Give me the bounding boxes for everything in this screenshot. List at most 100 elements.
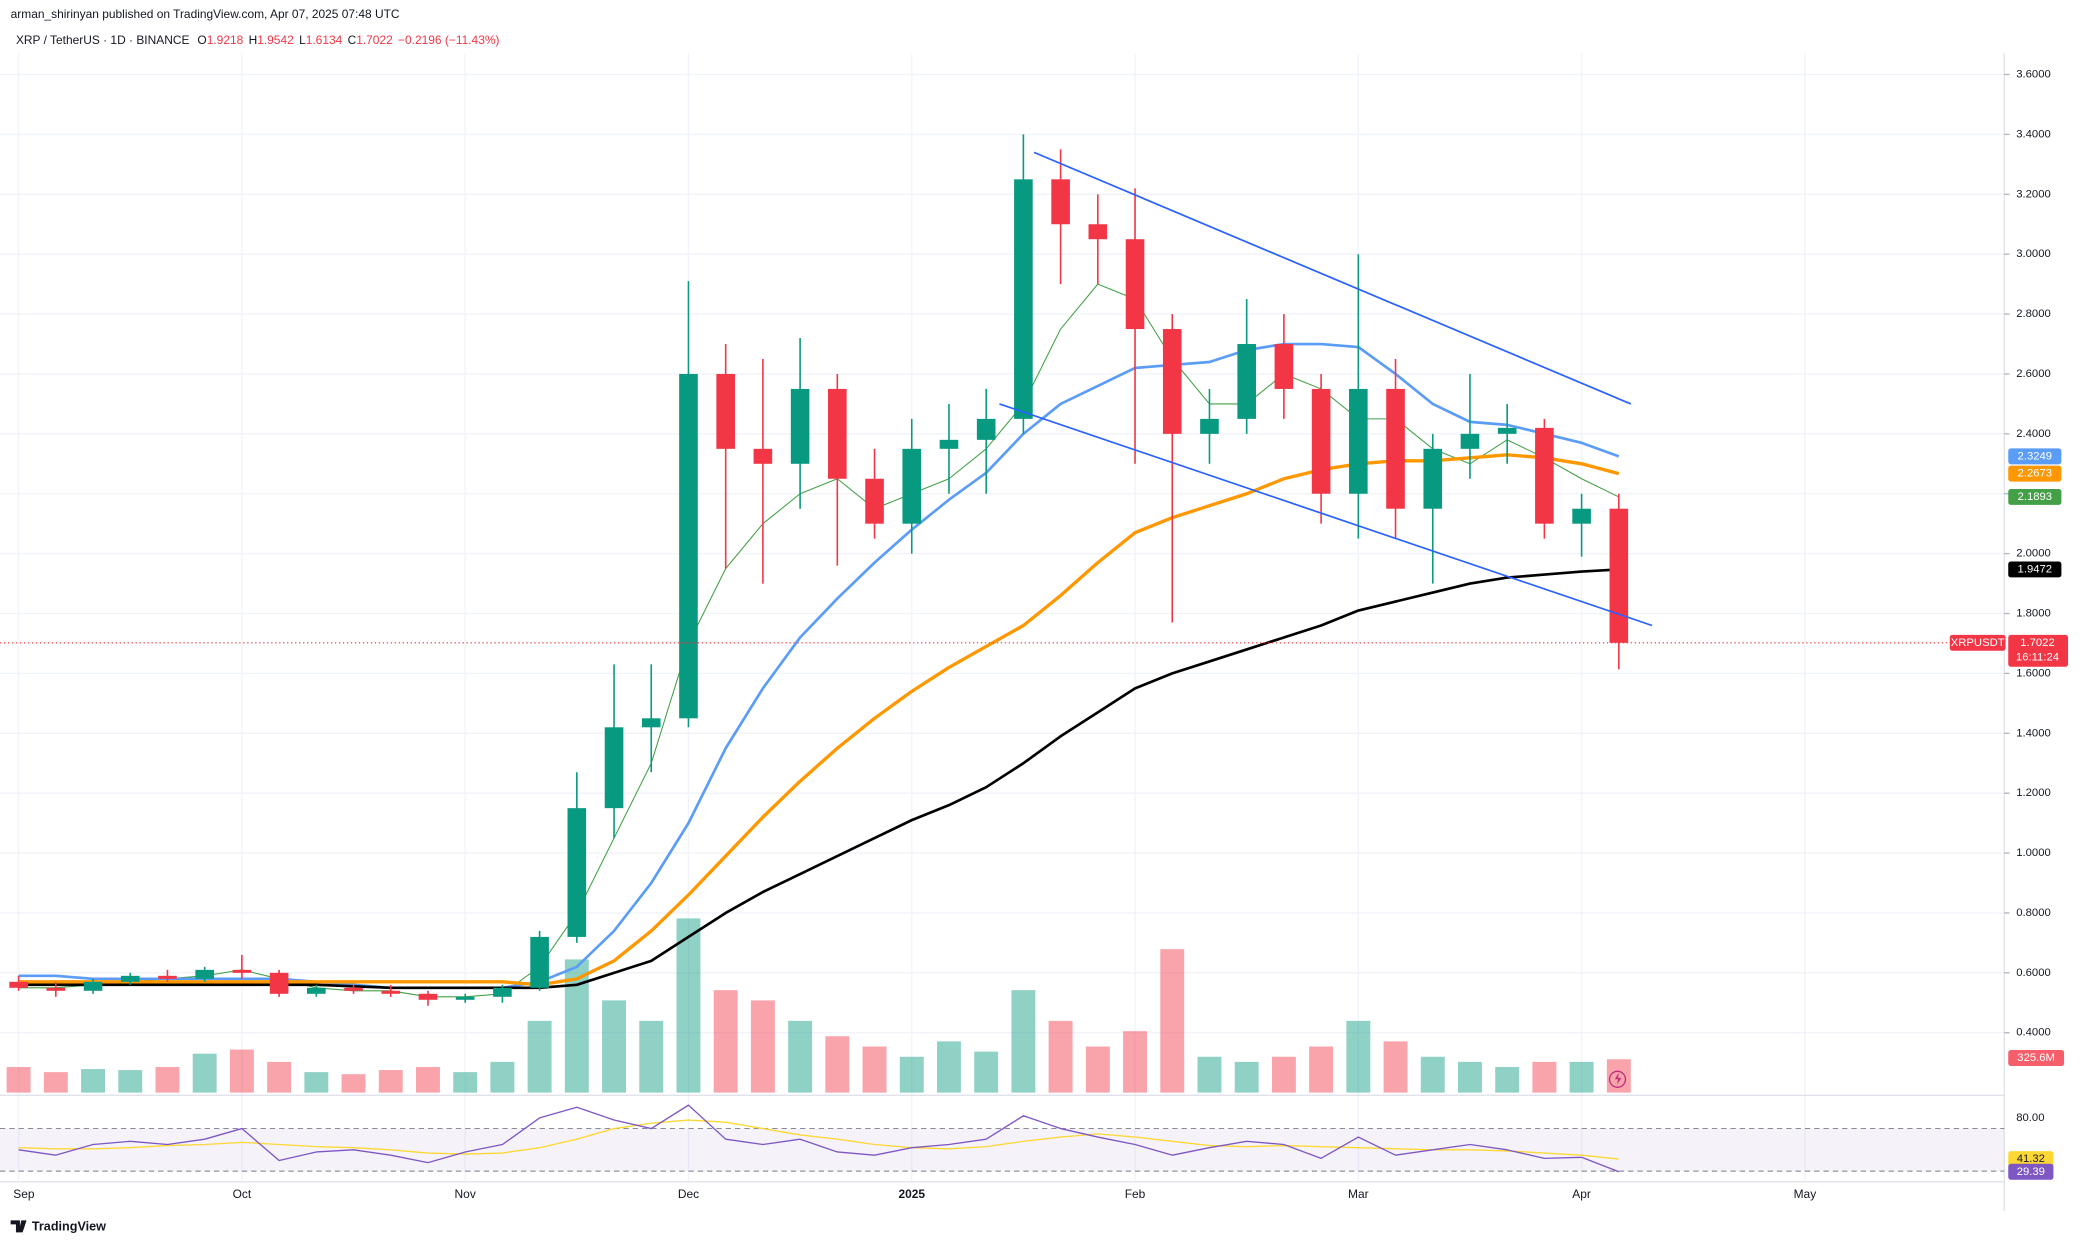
ohlc-value: 1.9218 (207, 33, 244, 47)
alert-bolt (1614, 1072, 1622, 1085)
candle-body (641, 718, 661, 728)
trend-line (999, 403, 1653, 627)
candle-body (1535, 427, 1554, 524)
candle-body (232, 969, 252, 973)
symbol-tag-label: XRPUSDT (1951, 637, 2005, 649)
symbol-legend: XRP / TetherUS · 1D · BINANCE O1.9218 H1.9… (16, 33, 500, 47)
x-tick-label: Sep (13, 1187, 35, 1201)
candle-body (381, 990, 401, 994)
candle-body (1088, 224, 1108, 240)
volume-bar (1346, 1020, 1371, 1093)
volume-bar (1123, 1031, 1147, 1093)
candle-body (46, 987, 66, 991)
rsi-line (18, 1104, 1620, 1173)
rsi-tag (2008, 1151, 2054, 1168)
candle-body (1200, 418, 1219, 434)
candle-body (716, 373, 735, 449)
candle-body (1051, 179, 1070, 225)
candle-body (195, 969, 214, 979)
rsi-tag-label: 41.32 (2017, 1153, 2045, 1165)
candle-body (1014, 179, 1033, 419)
candle-body (418, 993, 438, 1000)
volume-bar (937, 1041, 961, 1093)
volume-bar (899, 1056, 924, 1093)
y-tick-label: 2.6000 (2016, 368, 2051, 380)
volume-bar (1383, 1041, 1408, 1093)
x-tick-label: Dec (678, 1187, 699, 1201)
last-price-tag (2008, 634, 2069, 667)
candle-body (455, 996, 475, 1000)
volume-bar (676, 918, 701, 1093)
y-tick-label: 3.6000 (2016, 69, 2051, 81)
candle-body (344, 987, 363, 991)
rsi-tag-label: 29.39 (2017, 1166, 2045, 1178)
brand-logo: TradingView (10, 1219, 106, 1233)
price-tag (2008, 561, 2062, 578)
y-tick-label: 0.4000 (2016, 1027, 2051, 1039)
volume-bar (118, 1070, 143, 1093)
volume-bar (1606, 1059, 1631, 1093)
volume-bar (267, 1061, 292, 1093)
candle-body (1423, 448, 1443, 509)
candle-body (828, 388, 847, 479)
logo-mark (10, 1220, 27, 1233)
candle-body (1572, 508, 1591, 524)
ohlc-key: O (197, 33, 206, 47)
volume-bar (43, 1072, 68, 1093)
price-tag-label: 2.2673 (2018, 468, 2053, 480)
ohlc-key: L (299, 33, 306, 47)
volume-bar (453, 1072, 478, 1093)
rsi-tag (2008, 1163, 2054, 1180)
candle-body (902, 448, 922, 524)
volume-bar (378, 1070, 403, 1093)
y-tick-label: 3.2000 (2016, 188, 2051, 200)
candle-body (83, 981, 103, 991)
volume-bar (6, 1066, 31, 1093)
volume-bar (341, 1074, 366, 1093)
y-tick-label: 0.8000 (2016, 907, 2051, 919)
rsi-band (0, 1128, 2005, 1172)
candle-body (865, 478, 884, 524)
candle-body (567, 808, 587, 937)
rsi-tick-label: 80.00 (2016, 1112, 2044, 1124)
x-tick-label: May (1794, 1187, 1817, 1201)
candle-body (1497, 427, 1517, 434)
ohlc-value: 1.9542 (257, 33, 294, 47)
volume-bar (192, 1053, 217, 1093)
countdown: 16:11:24 (2016, 651, 2059, 663)
published-note: arman_shirinyan published on TradingView… (11, 7, 400, 21)
volume-bar (229, 1049, 254, 1093)
candle-body (1386, 388, 1405, 509)
alert-icon (1608, 1070, 1627, 1088)
volume-bar (155, 1066, 180, 1093)
candle-body (1237, 344, 1256, 419)
candle-body (753, 448, 773, 464)
price-tag-label: 2.1893 (2018, 491, 2053, 503)
volume-bar (490, 1061, 515, 1093)
candle-body (158, 975, 177, 979)
volume-bar (304, 1072, 329, 1093)
symbol-tag (1949, 634, 2006, 651)
price-tag-label: 2.3249 (2018, 450, 2053, 462)
change: −0.2196 (−11.43%) (398, 33, 499, 47)
volume-bar (527, 1020, 552, 1093)
price-tag (2008, 448, 2062, 465)
candle-body (1162, 329, 1182, 434)
y-tick-label: 3.0000 (2016, 248, 2051, 260)
volume-bar (564, 959, 589, 1093)
rsi-ma-line (18, 1119, 1619, 1160)
ohlc-value: 1.6134 (306, 33, 343, 47)
candle-body (1349, 388, 1368, 494)
volume-bar (1458, 1061, 1482, 1093)
last-price-label: 1.7022 (2020, 637, 2055, 649)
volume-bar (1309, 1046, 1334, 1093)
volume-bar (1011, 990, 1036, 1093)
volume-bar (81, 1069, 105, 1093)
candle-body (120, 975, 140, 982)
volume-bar (1569, 1061, 1594, 1093)
candle-body (307, 987, 326, 994)
candle-body (1609, 508, 1629, 643)
ohlc-key: C (348, 33, 357, 47)
volume-bar (1495, 1066, 1520, 1093)
